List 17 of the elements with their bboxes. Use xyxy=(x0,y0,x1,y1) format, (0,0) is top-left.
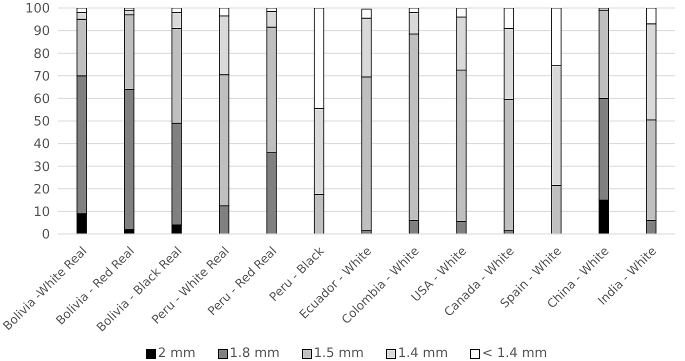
y-tick-label: 10 xyxy=(33,205,50,220)
y-tick-label: 50 xyxy=(33,114,50,130)
legend-label: < 1.4 mm xyxy=(482,346,548,361)
legend-label: 1.4 mm xyxy=(398,346,448,361)
legend-label: 1.5 mm xyxy=(314,346,364,361)
y-tick-label: 80 xyxy=(33,46,50,62)
legend-label: 2 mm xyxy=(158,346,196,361)
y-tick-label: 0 xyxy=(42,228,50,243)
y-tick-label: 70 xyxy=(33,69,50,84)
y-tick-label: 90 xyxy=(33,24,50,40)
y-tick-label: 20 xyxy=(33,182,50,198)
y-tick-label: 100 xyxy=(25,2,50,17)
bar xyxy=(124,8,134,11)
y-tick-label: 40 xyxy=(33,137,50,152)
y-tick-label: 30 xyxy=(33,160,50,175)
y-tick-label: 60 xyxy=(33,92,50,108)
legend-label: 1.8 mm xyxy=(230,346,280,361)
